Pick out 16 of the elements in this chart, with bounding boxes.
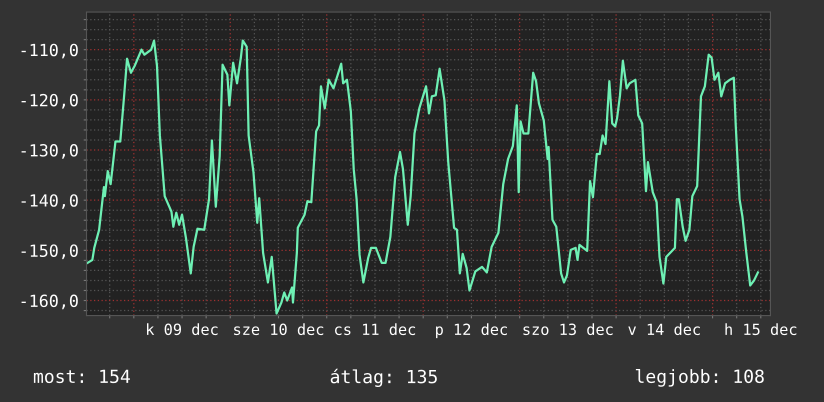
- y-tick-label: -150,0: [22, 244, 78, 260]
- x-tick-label: p 12 dec: [436, 323, 507, 338]
- y-tick-label: -130,0: [22, 144, 78, 159]
- x-tick-label: cs 11 dec: [335, 323, 416, 336]
- x-tick-label: k 09 dec: [147, 323, 218, 336]
- y-tick-label: -140,0: [22, 194, 78, 209]
- x-tick-label: v 14 dec: [628, 323, 700, 336]
- text: legjobb: 108: [636, 369, 764, 387]
- y-tick-label: -160,0: [22, 294, 78, 310]
- y-tick-label: -120,0: [22, 94, 78, 109]
- x-tick-label: szo 13 dec: [523, 323, 613, 336]
- x-tick-label: h 15 dec: [725, 323, 796, 336]
- y-tick-label: -110,0: [22, 44, 78, 58]
- text: átlag: 135: [330, 368, 437, 388]
- x-tick-label: sze 10 dec: [234, 323, 324, 336]
- text: most: 154: [34, 370, 130, 384]
